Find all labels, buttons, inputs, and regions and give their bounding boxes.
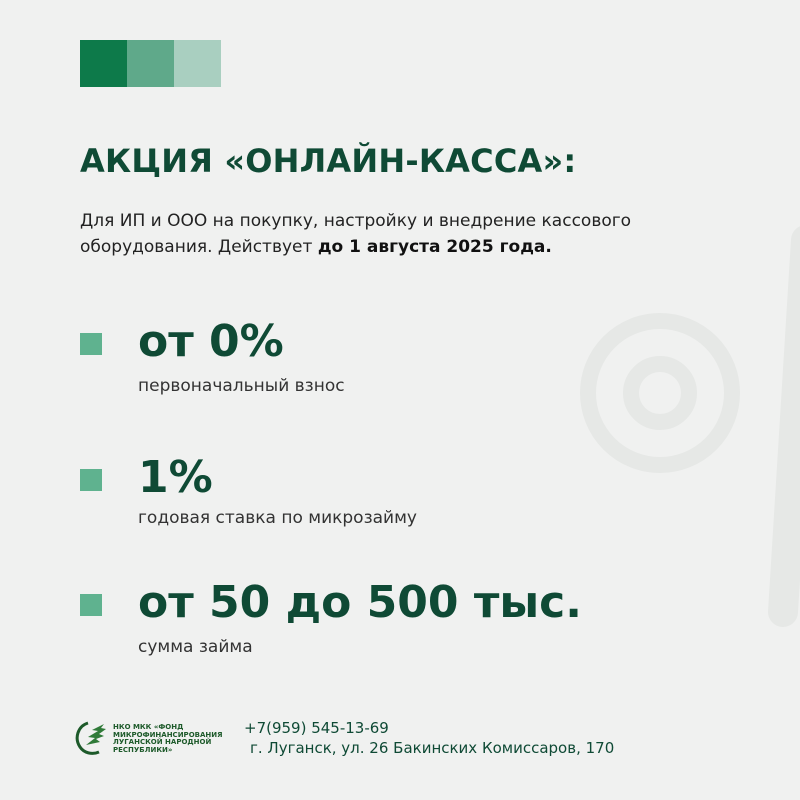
brand-square-mid — [127, 40, 174, 87]
item-label: сумма займа — [138, 637, 253, 657]
phone-number: +7(959) 545-13-69 — [244, 719, 389, 737]
brand-square-light — [174, 40, 221, 87]
item-value: 1% — [138, 452, 213, 503]
page-title: АКЦИЯ «ОНЛАЙН-КАССА»: — [80, 142, 577, 180]
brand-square-dark — [80, 40, 127, 87]
tree-globe-logo-icon — [75, 721, 106, 755]
organization-name: НКО МКК «ФОНД МИКРОФИНАНСИРОВАНИЯ ЛУГАНС… — [113, 723, 223, 754]
bullet-icon — [80, 469, 102, 491]
deadline: до 1 августа 2025 года. — [317, 237, 552, 257]
address: г. Луганск, ул. 26 Бакинских Комиссаров,… — [250, 739, 615, 757]
description: Для ИП и ООО на покупку, настройку и вне… — [80, 211, 632, 257]
item-value: от 0% — [138, 316, 284, 367]
item-value: от 50 до 500 тыс. — [138, 577, 582, 628]
item-label: первоначальный взнос — [138, 376, 345, 396]
item-label: годовая ставка по микрозайму — [138, 508, 417, 528]
bullet-icon — [80, 594, 102, 616]
bullet-icon — [80, 333, 102, 355]
